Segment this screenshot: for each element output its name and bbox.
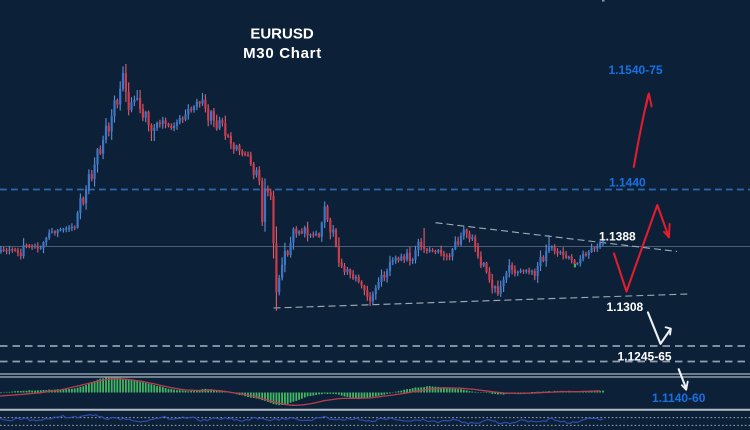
svg-text:1.1540-75: 1.1540-75 bbox=[609, 63, 663, 77]
svg-text:1.1245-65: 1.1245-65 bbox=[618, 350, 672, 364]
svg-text:1.1308: 1.1308 bbox=[607, 300, 644, 314]
svg-text:EURUSD: EURUSD bbox=[250, 26, 314, 43]
svg-text:M30 Chart: M30 Chart bbox=[243, 45, 322, 62]
svg-text:1.1140-60: 1.1140-60 bbox=[652, 391, 706, 405]
svg-text:1.1388: 1.1388 bbox=[599, 230, 636, 244]
svg-text:1.1440: 1.1440 bbox=[609, 176, 646, 190]
